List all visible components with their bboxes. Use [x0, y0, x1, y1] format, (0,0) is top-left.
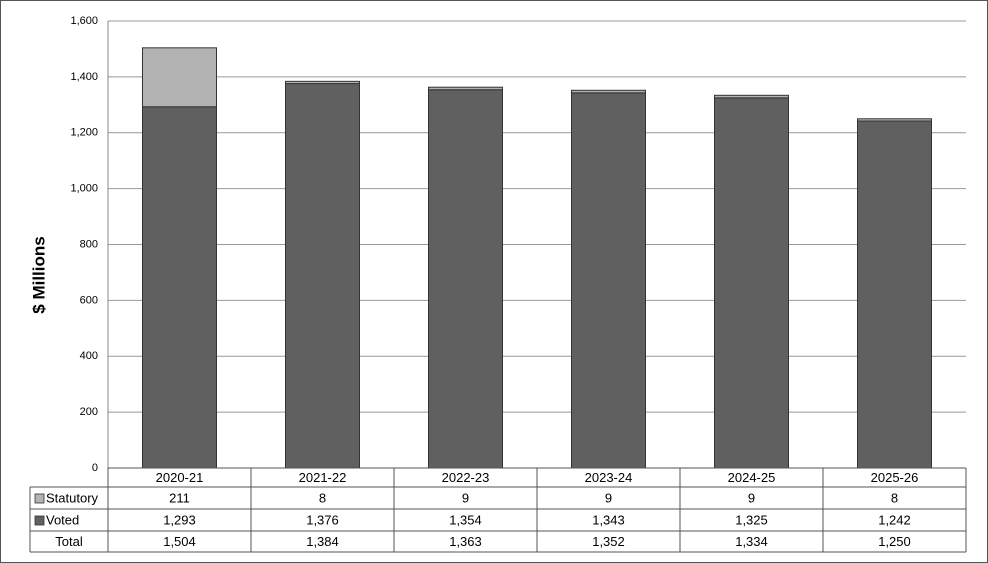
y-tick-label: 1,600 — [70, 15, 98, 27]
total-value: 1,384 — [306, 534, 339, 549]
total-label: Total — [55, 534, 83, 549]
table-value: 1,376 — [306, 512, 339, 527]
bar-segment — [571, 89, 646, 94]
table-value: 1,343 — [592, 512, 625, 527]
x-tick-label: 2020-21 — [156, 470, 204, 485]
total-value: 1,352 — [592, 534, 625, 549]
bar-segment — [428, 89, 503, 469]
total-value: 1,250 — [878, 534, 911, 549]
bar-segment — [142, 106, 217, 469]
legend-key — [34, 493, 45, 504]
bar-segment — [571, 92, 646, 469]
y-tick-label: 1,400 — [70, 71, 98, 83]
x-tick-label: 2022-23 — [442, 470, 490, 485]
bar-segment — [428, 86, 503, 91]
bar-segment — [714, 94, 789, 99]
y-tick-label: 1,200 — [70, 127, 98, 139]
y-tick-label: 400 — [80, 350, 98, 362]
table-value: 9 — [605, 490, 612, 505]
table-value: 9 — [748, 490, 755, 505]
table-value: 8 — [891, 490, 898, 505]
legend-key — [34, 515, 45, 526]
bar-segment — [714, 97, 789, 469]
y-tick-label: 1,000 — [70, 183, 98, 195]
table-value: 1,242 — [878, 512, 911, 527]
table-value: 211 — [169, 490, 190, 505]
bar-segment — [857, 120, 932, 469]
y-axis-label: $ Millions — [29, 236, 48, 313]
x-tick-label: 2024-25 — [728, 470, 776, 485]
x-tick-label: 2021-22 — [299, 470, 347, 485]
x-tick-label: 2023-24 — [585, 470, 633, 485]
table-value: 1,354 — [449, 512, 482, 527]
x-tick-label: 2025-26 — [871, 470, 919, 485]
bar-segment — [285, 80, 360, 85]
y-tick-label: 600 — [80, 294, 98, 306]
legend-label: Voted — [46, 512, 79, 527]
total-value: 1,363 — [449, 534, 482, 549]
bar-segment — [857, 118, 932, 122]
bar-segment — [142, 47, 217, 108]
total-value: 1,334 — [735, 534, 768, 549]
table-value: 1,293 — [163, 512, 196, 527]
table-value: 1,325 — [735, 512, 768, 527]
table-value: 8 — [319, 490, 326, 505]
y-tick-label: 800 — [80, 238, 98, 250]
y-tick-label: 0 — [92, 462, 98, 474]
total-value: 1,504 — [163, 534, 196, 549]
y-tick-label: 200 — [80, 406, 98, 418]
legend-label: Statutory — [46, 490, 99, 505]
bar-segment — [285, 83, 360, 469]
table-value: 9 — [462, 490, 469, 505]
